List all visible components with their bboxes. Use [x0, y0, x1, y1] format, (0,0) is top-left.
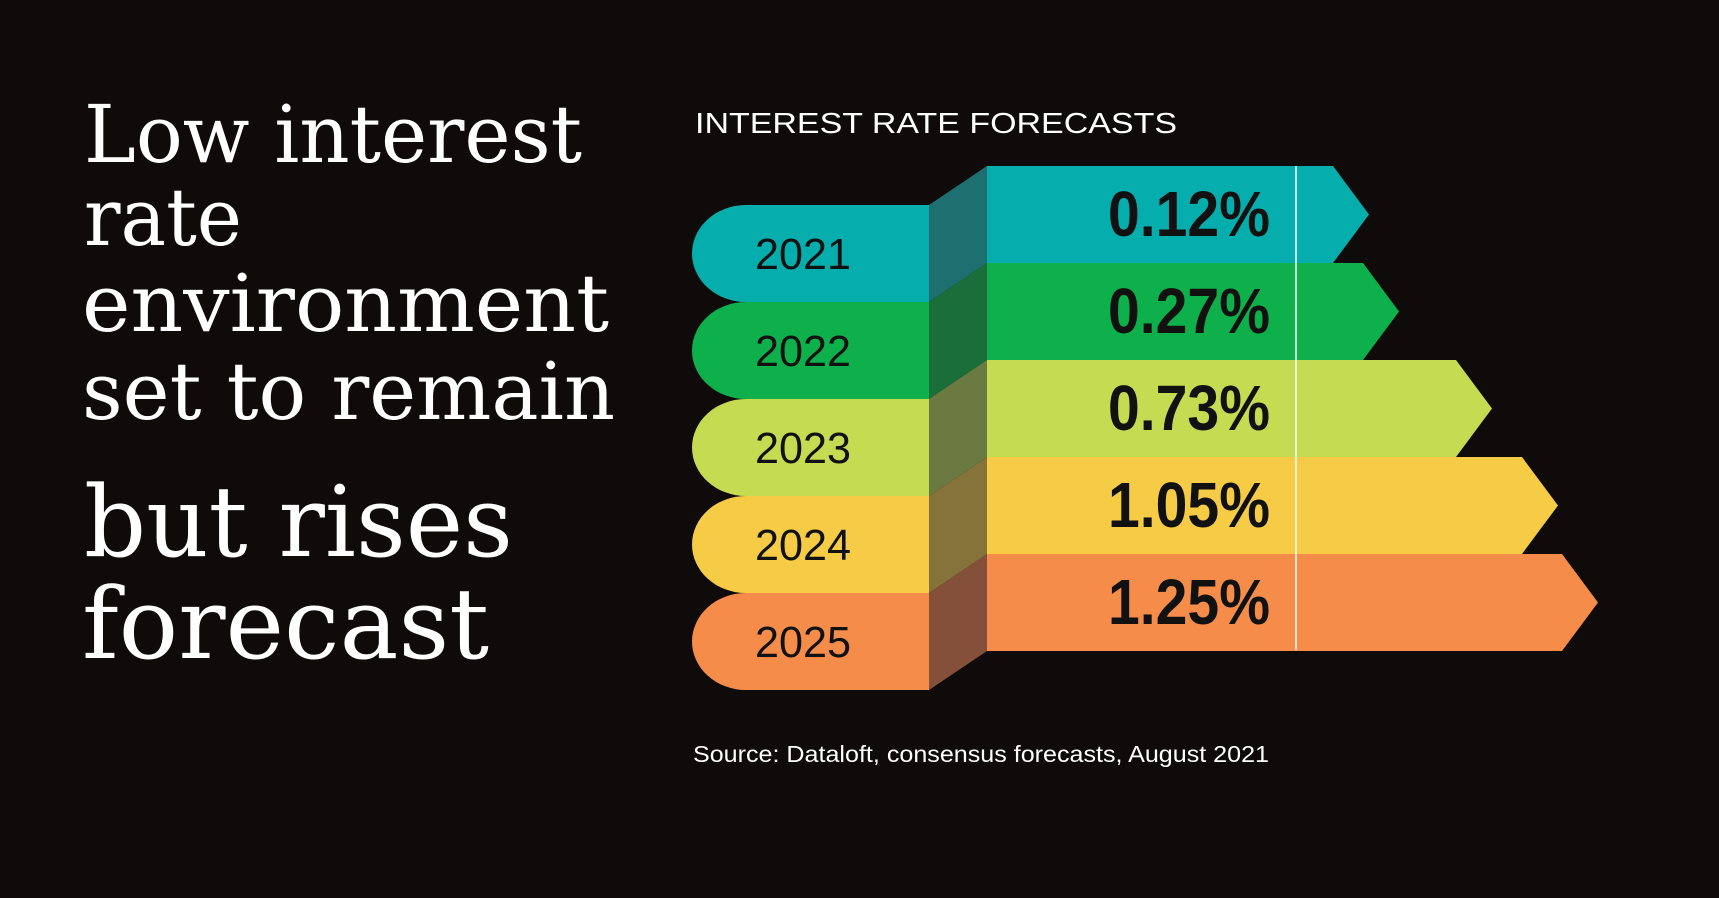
- headline-line-3: environment: [82, 257, 609, 350]
- headline: Low interest rate environment set to rem…: [82, 88, 615, 682]
- year-pill: [692, 593, 929, 690]
- value-label: 0.73%: [1108, 372, 1270, 444]
- year-pill: [692, 301, 929, 399]
- year-label: 2023: [755, 424, 851, 473]
- headline-line-1: Low interest: [84, 88, 582, 181]
- source-note: Source: Dataloft, consensus forecasts, A…: [693, 741, 1269, 767]
- year-label: 2025: [755, 618, 851, 667]
- bar: [987, 457, 1558, 554]
- year-pill: [692, 496, 929, 593]
- headline-line-6: forecast: [82, 568, 489, 682]
- bar-chart: 2021 0.12% 2022 0.27% 2023 0.73% 2024 1.05% 2025…: [692, 166, 1598, 690]
- headline-line-5: but rises: [84, 466, 513, 580]
- bar: [987, 166, 1369, 263]
- bar-side: [929, 263, 987, 399]
- year-label: 2024: [755, 521, 851, 570]
- year-pill: [692, 205, 929, 302]
- value-label: 1.05%: [1108, 469, 1270, 541]
- value-label: 0.27%: [1108, 275, 1270, 347]
- value-label: 1.25%: [1108, 566, 1270, 638]
- bar-side: [929, 360, 987, 496]
- bar-side: [929, 457, 987, 593]
- value-label: 0.12%: [1108, 178, 1270, 250]
- year-pill: [692, 399, 929, 496]
- headline-line-4: set to remain: [82, 345, 615, 438]
- bar-side: [929, 166, 987, 302]
- year-label: 2022: [755, 327, 851, 376]
- bar-side: [929, 554, 987, 690]
- bar: [987, 360, 1492, 457]
- chart-title: INTEREST RATE FORECASTS: [695, 108, 1177, 140]
- headline-line-2: rate: [84, 171, 242, 264]
- bar: [987, 554, 1598, 651]
- year-label: 2021: [755, 230, 851, 279]
